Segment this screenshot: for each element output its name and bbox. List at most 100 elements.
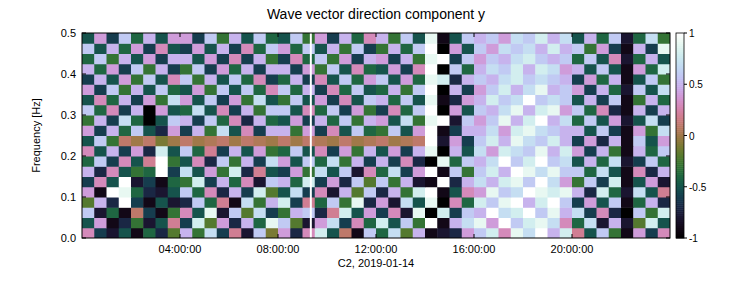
heatmap-cell — [254, 33, 267, 44]
heatmap-cell — [535, 33, 548, 44]
heatmap-cell — [597, 177, 610, 188]
heatmap-cell — [646, 74, 659, 85]
heatmap-cell — [254, 84, 267, 95]
heatmap-cell — [474, 84, 487, 95]
heatmap-cell — [94, 84, 107, 95]
heatmap-cell — [413, 54, 426, 65]
heatmap-cell — [156, 125, 169, 136]
heatmap-cell — [290, 218, 303, 229]
heatmap-cell — [486, 218, 499, 229]
heatmap-cell — [535, 228, 548, 238]
heatmap-cell — [388, 146, 401, 157]
heatmap-cell — [401, 125, 414, 136]
heatmap-cell — [168, 136, 181, 147]
heatmap-cell — [82, 54, 95, 65]
heatmap-cell — [560, 177, 573, 188]
heatmap-cell — [241, 166, 254, 177]
heatmap-cell — [131, 207, 144, 218]
heatmap-cell — [143, 115, 156, 126]
heatmap-cell — [180, 146, 193, 157]
heatmap-cell — [609, 84, 622, 95]
heatmap-cell — [303, 74, 316, 85]
heatmap-cell — [254, 54, 267, 65]
heatmap-cell — [486, 74, 499, 85]
heatmap-cell — [192, 84, 205, 95]
heatmap-cell — [535, 136, 548, 147]
heatmap-cell — [229, 156, 242, 167]
heatmap-cell — [474, 228, 487, 238]
heatmap-cell — [633, 218, 646, 229]
heatmap-cell — [450, 207, 463, 218]
heatmap-cell — [437, 74, 450, 85]
heatmap-cell — [119, 187, 132, 198]
heatmap-cell — [621, 115, 634, 126]
heatmap-cell — [535, 218, 548, 229]
heatmap-cell — [658, 95, 670, 106]
heatmap-cell — [290, 64, 303, 75]
heatmap-cell — [597, 33, 610, 44]
heatmap-cell — [192, 218, 205, 229]
heatmap-cell — [474, 136, 487, 147]
heatmap-cell — [180, 43, 193, 54]
heatmap-cell — [180, 197, 193, 208]
heatmap-cell — [597, 197, 610, 208]
heatmap-cell — [633, 136, 646, 147]
heatmap-cell — [474, 146, 487, 157]
heatmap-cell — [241, 54, 254, 65]
heatmap-cell — [413, 84, 426, 95]
heatmap-cell — [229, 74, 242, 85]
heatmap-cell — [339, 33, 352, 44]
heatmap-cell — [94, 218, 107, 229]
heatmap-cell — [107, 74, 120, 85]
y-tick — [82, 33, 86, 34]
heatmap-cell — [597, 54, 610, 65]
heatmap-cell — [192, 105, 205, 116]
heatmap-cell — [364, 43, 377, 54]
heatmap-cell — [290, 177, 303, 188]
heatmap-cell — [548, 64, 561, 75]
heatmap-cell — [388, 228, 401, 238]
heatmap-cell — [290, 207, 303, 218]
heatmap-cell — [278, 218, 291, 229]
heatmap-cell — [462, 207, 475, 218]
heatmap-cell — [364, 146, 377, 157]
heatmap-cell — [241, 177, 254, 188]
heatmap-cell — [499, 218, 512, 229]
heatmap-cell — [609, 43, 622, 54]
heatmap-cell — [168, 197, 181, 208]
heatmap-cell — [646, 177, 659, 188]
heatmap-cell — [205, 187, 218, 198]
colorbar-tick-label: 0 — [689, 131, 695, 142]
heatmap-cell — [229, 125, 242, 136]
heatmap-cell — [474, 74, 487, 85]
heatmap-cell — [499, 84, 512, 95]
heatmap-cell — [450, 146, 463, 157]
heatmap-cell — [254, 218, 267, 229]
heatmap-cell — [364, 228, 377, 238]
heatmap-cell — [376, 84, 389, 95]
heatmap-cell — [658, 54, 670, 65]
heatmap-cell — [633, 146, 646, 157]
heatmap-cell — [413, 105, 426, 116]
heatmap-cell — [339, 136, 352, 147]
heatmap-cell — [168, 64, 181, 75]
heatmap-cell — [82, 95, 95, 106]
heatmap-cell — [94, 115, 107, 126]
heatmap-cell — [266, 207, 279, 218]
heatmap-cell — [437, 177, 450, 188]
y-tick — [82, 156, 86, 157]
heatmap-cell — [486, 197, 499, 208]
heatmap-cell — [229, 146, 242, 157]
heatmap-cell — [119, 207, 132, 218]
heatmap-cell — [572, 228, 585, 238]
heatmap-cell — [658, 33, 670, 44]
heatmap-cell — [376, 43, 389, 54]
heatmap-cell — [131, 64, 144, 75]
heatmap-cell — [584, 197, 597, 208]
heatmap-cell — [462, 84, 475, 95]
heatmap-cell — [290, 84, 303, 95]
heatmap-cell — [560, 166, 573, 177]
heatmap-cell — [107, 95, 120, 106]
heatmap-cell — [462, 146, 475, 157]
heatmap-cell — [486, 43, 499, 54]
